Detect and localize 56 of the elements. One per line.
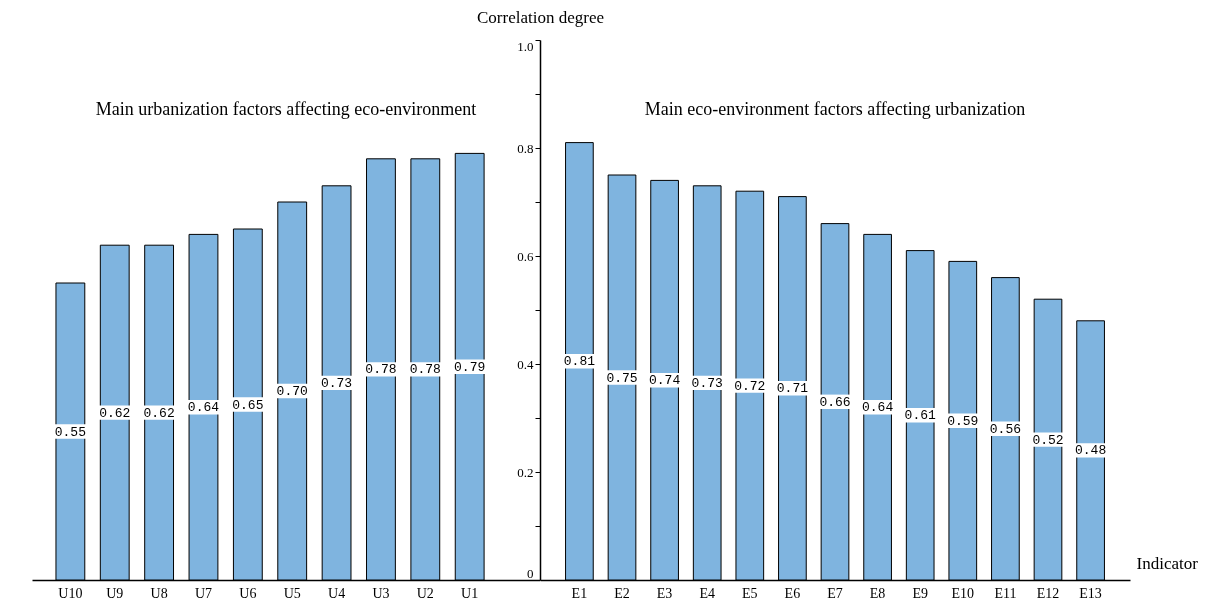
data-label: 0.71 bbox=[776, 381, 809, 397]
data-label: 0.78 bbox=[365, 362, 397, 378]
data-label: 0.64 bbox=[861, 400, 894, 416]
data-label: 0.62 bbox=[99, 405, 131, 421]
x-tick-label: E8 bbox=[869, 585, 886, 601]
y-tick-label: 1.0 bbox=[517, 38, 534, 54]
y-tick-label: 0.6 bbox=[517, 248, 534, 264]
x-tick-label: E12 bbox=[1036, 585, 1060, 601]
x-tick-label: U4 bbox=[328, 585, 346, 601]
data-label: 0.73 bbox=[320, 375, 353, 391]
x-tick-label: U3 bbox=[372, 585, 390, 601]
x-tick-label: E2 bbox=[614, 585, 630, 601]
data-label: 0.70 bbox=[276, 384, 308, 399]
data-label: 0.81 bbox=[563, 354, 596, 370]
x-tick-label: U9 bbox=[106, 585, 124, 601]
data-label: 0.59 bbox=[947, 413, 979, 429]
x-tick-label: U7 bbox=[194, 585, 213, 601]
data-label: 0.66 bbox=[819, 394, 851, 410]
x-tick-label: E10 bbox=[951, 585, 975, 601]
x-tick-label: U1 bbox=[461, 585, 479, 601]
data-label: 0.55 bbox=[54, 424, 86, 440]
x-tick-label: E9 bbox=[912, 585, 928, 601]
x-tick-label: E13 bbox=[1079, 585, 1102, 601]
data-label: 0.72 bbox=[734, 378, 766, 394]
x-tick-label: U5 bbox=[283, 585, 301, 601]
x-tick-label: U10 bbox=[58, 585, 83, 601]
text: Main urbanization factors affecting eco-environment bbox=[95, 99, 477, 119]
x-tick-label: U2 bbox=[416, 585, 434, 601]
data-label: 0.61 bbox=[904, 408, 936, 424]
data-label: 0.73 bbox=[691, 375, 723, 391]
data-label: 0.52 bbox=[1032, 432, 1064, 448]
x-tick-label: U6 bbox=[239, 585, 257, 601]
data-label: 0.65 bbox=[232, 397, 264, 413]
data-label: 0.79 bbox=[454, 359, 486, 375]
data-label: 0.64 bbox=[187, 400, 220, 416]
data-label: 0.62 bbox=[143, 405, 175, 421]
data-label: 0.75 bbox=[606, 370, 638, 386]
y-tick-label: 0.2 bbox=[517, 464, 534, 480]
y-axis-title: Correlation degree bbox=[477, 7, 604, 27]
x-tick-label: E3 bbox=[656, 585, 673, 601]
x-tick-label: E6 bbox=[784, 585, 801, 601]
y-tick-label: 0.4 bbox=[517, 356, 534, 372]
x-tick-label: E4 bbox=[699, 585, 715, 601]
x-tick-label: E1 bbox=[571, 585, 588, 601]
text: Main eco-environment factors affecting urbanization bbox=[644, 99, 1026, 119]
x-tick-label: E7 bbox=[827, 585, 843, 601]
x-tick-label: E11 bbox=[994, 585, 1017, 601]
x-tick-label: E5 bbox=[742, 585, 758, 601]
data-label: 0.74 bbox=[648, 373, 681, 389]
x-tick-label: U8 bbox=[150, 585, 168, 601]
x-axis-title: Indicator bbox=[1136, 553, 1199, 573]
y-tick-label: 0.8 bbox=[517, 140, 534, 156]
data-label: 0.48 bbox=[1074, 443, 1107, 459]
y-tick-label: 0 bbox=[527, 565, 534, 581]
data-label: 0.56 bbox=[989, 421, 1022, 437]
data-label: 0.78 bbox=[409, 362, 441, 378]
